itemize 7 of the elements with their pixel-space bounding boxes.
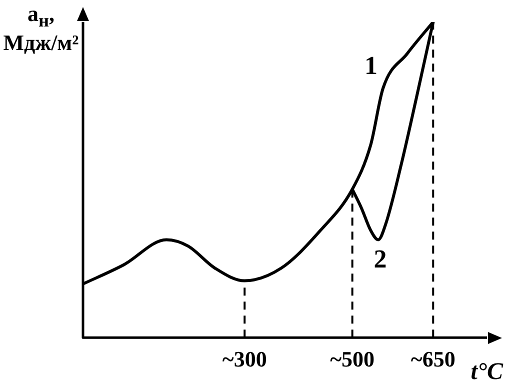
x-tick-label: ~500 (330, 346, 375, 372)
y-axis-title: a$_{н}$, Мдж/м² (2, 1, 80, 55)
x-tick-label: ~650 (410, 346, 456, 372)
series-label: 2 (374, 244, 387, 274)
x-tick-label: ~300 (222, 346, 267, 372)
series-label: 1 (364, 50, 378, 80)
x-axis-title: t°C (470, 359, 503, 386)
